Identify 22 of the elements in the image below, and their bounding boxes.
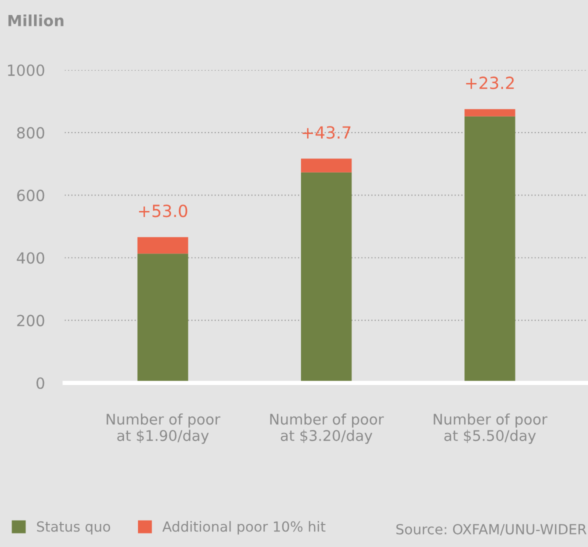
bar: [300, 158, 352, 172]
bar: [464, 109, 516, 116]
x-tick-label: Number of poor at $3.20/day: [270, 413, 384, 444]
bar: [137, 254, 188, 383]
y-axis-title: Million: [8, 14, 64, 26]
bar: [300, 172, 352, 383]
data-label: +23.2: [466, 76, 514, 90]
bar: [137, 237, 188, 254]
y-tick-label: 200: [17, 314, 44, 326]
legend-label: Status quo: [37, 521, 110, 534]
data-label: +53.0: [139, 204, 188, 218]
y-tick-label: 800: [17, 127, 44, 139]
y-tick-label: 400: [16, 252, 44, 264]
x-tick-label: Number of poor at $5.50/day: [434, 413, 548, 444]
data-label: +43.7: [302, 126, 350, 139]
bar: [464, 116, 516, 383]
y-tick-label: 600: [17, 190, 44, 202]
legend-label: Additional poor 10% hit: [162, 521, 326, 534]
x-tick-label: Number of poor at $1.90/day: [106, 413, 220, 444]
source-note: Source: OXFAM/UNU-WIDER: [396, 524, 586, 536]
y-tick-label: 0: [36, 377, 44, 389]
y-tick-label: 1000: [8, 64, 44, 76]
